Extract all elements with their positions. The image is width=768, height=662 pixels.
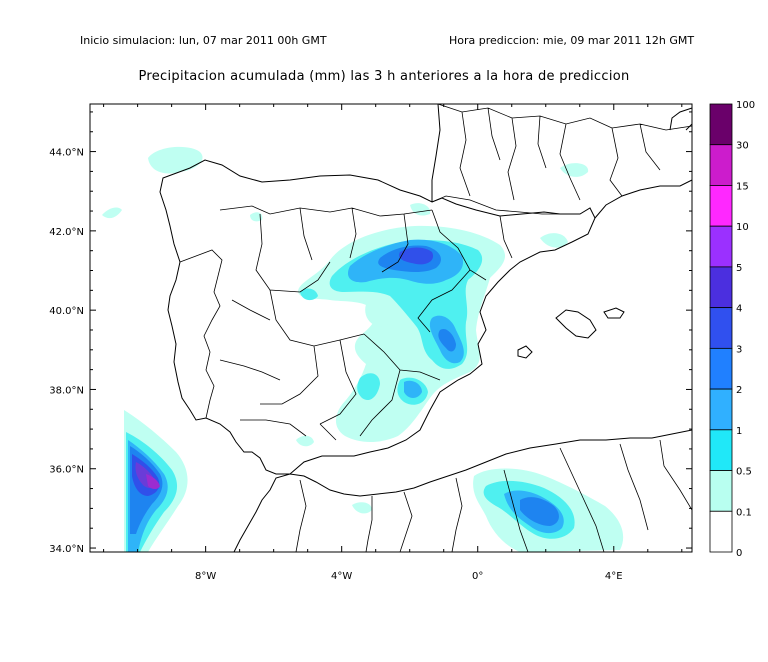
border-spain-portugal	[179, 249, 223, 419]
axis-ticks	[90, 104, 692, 552]
precip-area-0.1	[102, 207, 122, 219]
balearic-majorca	[555, 309, 597, 339]
lat-label: 36.0°N	[49, 465, 84, 476]
border-morocco-algeria	[365, 496, 373, 553]
legend-level-label: 30	[736, 141, 749, 152]
legend-swatch	[709, 185, 733, 227]
balearic-minorca	[603, 307, 625, 319]
precip-area-0.5	[357, 373, 380, 401]
precip-area-0.1	[352, 502, 372, 514]
legend-swatch	[709, 225, 733, 268]
lat-label: 40.0°N	[49, 306, 84, 317]
lon-label: 0°	[472, 571, 483, 582]
legend-level-label: 4	[736, 304, 742, 315]
coastline-france	[431, 103, 441, 202]
precipitation-field	[102, 146, 624, 552]
legend-swatch	[709, 307, 733, 349]
legend-level-label: 3	[736, 344, 742, 355]
coastline-corsica	[685, 123, 693, 131]
lat-label: 34.0°N	[49, 544, 84, 555]
legend-swatch	[709, 266, 733, 309]
legend-level-label: 10	[736, 222, 749, 233]
axis-labels: 44.0°N 42.0°N 40.0°N 38.0°N 36.0°N 34.0°N 8°W 4…	[49, 148, 622, 582]
admin-borders	[179, 103, 693, 553]
legend-swatch	[709, 103, 733, 146]
lat-label: 38.0°N	[49, 385, 84, 396]
legend-level-label: 1	[736, 426, 742, 437]
precipitation-legend: 100 30 15 10 5 4 3 2 1 0.5 0.1 0	[709, 100, 755, 559]
precip-area-2	[520, 497, 559, 526]
border-spain-france	[431, 195, 560, 215]
legend-swatch	[709, 144, 733, 186]
precip-area-5	[146, 474, 160, 489]
legend-level-label: 100	[736, 100, 755, 111]
precip-area-1	[404, 380, 422, 398]
legend-swatch	[709, 347, 733, 390]
lat-label: 44.0°N	[49, 148, 84, 159]
legend-level-label: 0.5	[736, 467, 752, 478]
legend-level-label: 5	[736, 263, 742, 274]
france-departments	[437, 103, 693, 201]
africa-regions	[295, 439, 693, 553]
precip-area-0.5	[300, 288, 318, 301]
precip-area-0.1	[365, 297, 395, 327]
precip-area-0.1	[148, 146, 203, 174]
lon-label: 8°W	[195, 571, 216, 582]
precip-area-0.1	[410, 203, 431, 216]
map-title: Precipitacion acumulada (mm) las 3 h ant…	[138, 69, 630, 84]
precip-area-0.1	[296, 435, 314, 447]
map-frame	[89, 103, 693, 553]
province-borders	[219, 205, 513, 441]
lon-label: 4°E	[605, 571, 623, 582]
precip-area-0.1	[250, 212, 263, 222]
lon-label: 4°W	[331, 571, 352, 582]
lat-label: 42.0°N	[49, 227, 84, 238]
legend-level-label: 15	[736, 181, 749, 192]
legend-level-label: 2	[736, 385, 742, 396]
legend-swatch	[709, 429, 733, 471]
precip-area-2	[438, 328, 456, 352]
legend-swatch	[709, 388, 733, 431]
legend-swatch	[709, 470, 733, 512]
simulation-start-label: Inicio simulacion: lun, 07 mar 2011 00h …	[80, 34, 327, 47]
coastline-france	[594, 179, 693, 219]
precip-area-0.1	[560, 163, 589, 177]
balearic-ibiza	[517, 345, 533, 359]
legend-level-label: 0.1	[736, 507, 752, 518]
precip-area-0.1	[540, 233, 568, 248]
coastline-italy	[669, 107, 693, 131]
legend-swatch	[709, 510, 733, 553]
precip-area-3	[399, 247, 434, 265]
legend-level-label: 0	[736, 548, 742, 559]
coastline-north-africa	[233, 429, 693, 553]
forecast-time-label: Hora prediccion: mie, 09 mar 2011 12h GM…	[449, 34, 695, 47]
